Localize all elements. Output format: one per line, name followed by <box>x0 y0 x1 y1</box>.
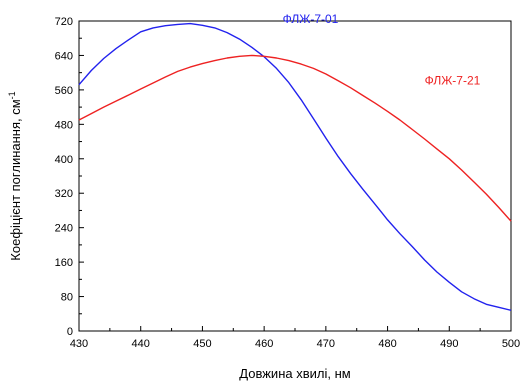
x-axis: 430 440 450 460 470 480 490 500 <box>70 326 520 350</box>
x-tick-label: 440 <box>132 338 150 350</box>
y-axis-title-sup: -1 <box>7 91 17 99</box>
y-tick-label: 720 <box>55 16 73 28</box>
x-tick-label: 480 <box>378 338 396 350</box>
x-axis-title: Довжина хвилі, нм <box>239 366 350 381</box>
y-tick-label: 480 <box>55 119 73 131</box>
series-line-1 <box>78 54 512 222</box>
y-tick-label: 560 <box>55 85 73 97</box>
series-line-0 <box>78 22 512 311</box>
x-tick-label: 470 <box>317 338 335 350</box>
series-layer <box>78 22 512 311</box>
y-tick-label: 80 <box>61 292 73 304</box>
y-tick-label: 160 <box>55 257 73 269</box>
y-tick-label: 0 <box>67 326 73 338</box>
plot-frame <box>78 20 512 332</box>
y-axis-title: Коефіцієнт поглинання, см-1 <box>7 91 23 260</box>
y-tick-label: 400 <box>55 154 73 166</box>
y-axis: 0 80 160 240 320 400 480 560 640 720 <box>55 16 84 338</box>
x-tick-label: 460 <box>255 338 273 350</box>
y-tick-label: 240 <box>55 223 73 235</box>
x-tick-label: 490 <box>440 338 458 350</box>
y-axis-title-main: Коефіцієнт поглинання, см <box>8 99 23 260</box>
y-tick-label: 320 <box>55 188 73 200</box>
y-tick-label: 640 <box>55 50 73 62</box>
series-label-flzh-7-21: ФЛЖ-7-21 <box>425 73 481 87</box>
x-tick-label: 500 <box>502 338 520 350</box>
x-tick-label: 430 <box>70 338 88 350</box>
x-tick-label: 450 <box>193 338 211 350</box>
series-label-flzh-7-01: ФЛЖ-7-01 <box>283 12 339 26</box>
